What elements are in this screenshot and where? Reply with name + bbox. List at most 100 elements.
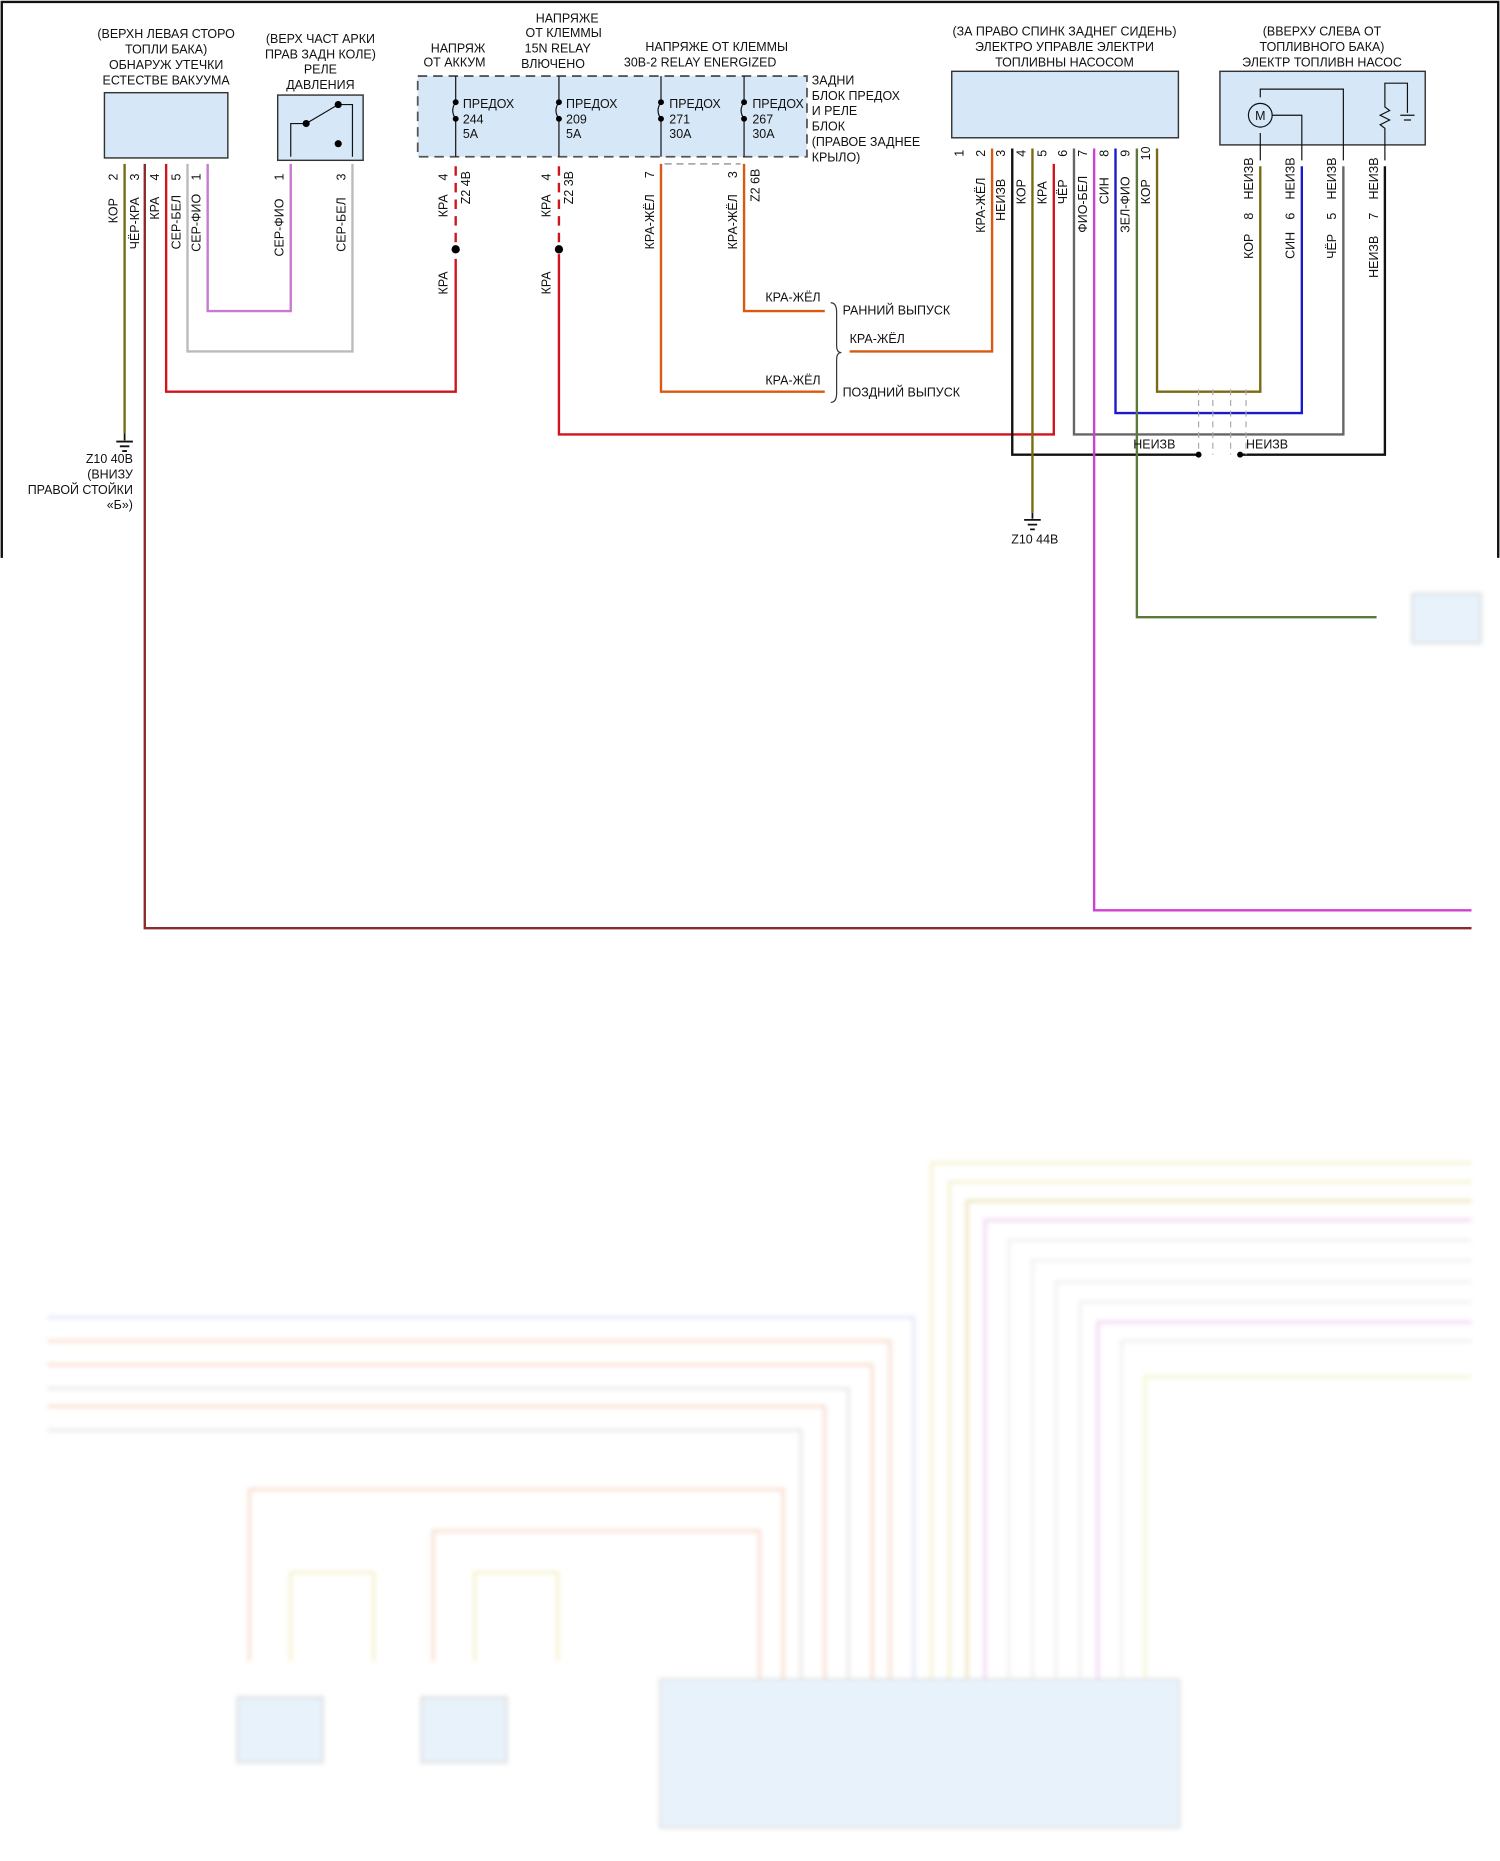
diagram-label: КРА (1036, 181, 1050, 205)
wire-ser-bel (186, 163, 354, 353)
diagram-label: 5 (1036, 150, 1050, 157)
ground-z10-40b: Z10 40B (ВНИЗУ ПРАВОЙ СТОЙКИ «Б») (28, 433, 133, 512)
diagram-label: СИН (1284, 232, 1298, 259)
diagram-label: ТОПЛИ БАКА) (125, 43, 207, 57)
vacuum-leak-module: (ВЕРХН ЛЕВАЯ СТОРО ТОПЛИ БАКА) ОБНАРУЖ У… (97, 27, 235, 252)
fuel-pump: (ВВЕРХУ СЛЕВА ОТ ТОПЛИВНОГО БАКА) ЭЛЕКТР… (1219, 25, 1426, 278)
diagram-label: 3 (128, 174, 142, 181)
diagram-label: СЕР-ФИО (273, 198, 287, 256)
diagram-label: НЕИЗВ (1242, 157, 1256, 199)
wire-kra-fused (454, 166, 561, 247)
diagram-label: 5A (566, 127, 582, 141)
diagram-label: 5 (1325, 213, 1339, 220)
diagram-label: 2 (106, 174, 120, 181)
frame (0, 0, 1500, 558)
diagram-label: КРА (436, 271, 450, 295)
diagram-label: (ВВЕРХУ СЛЕВА ОТ (1263, 25, 1382, 39)
wire-kor-10 (1155, 148, 1262, 393)
shield (1197, 389, 1247, 455)
diagram-label: 6 (1284, 213, 1298, 220)
diagram-label: 30A (752, 127, 775, 141)
diagram-label: ПРЕДОХ (463, 97, 515, 111)
diagram-label: НЕИЗВ (994, 179, 1008, 221)
diagram-label: 5 (169, 174, 183, 181)
diagram-label: ОТ АККУМ (424, 56, 486, 70)
diagram-label: НЕИЗВ (1325, 157, 1339, 199)
fuse-icon (452, 99, 748, 122)
wire-ser-fio (206, 163, 292, 313)
diagram-label: ПРЕДОХ (752, 97, 804, 111)
diagram-label: 209 (566, 113, 587, 127)
diagram-label: Z2 4B (459, 171, 473, 204)
diagram-label: РЕЛЕ (304, 63, 337, 77)
diagram-label: 4 (148, 174, 162, 181)
diagram-label: (ВЕРХ ЧАСТ АРКИ (266, 32, 375, 46)
diagram-label: ЭЛЕКТР ТОПЛИВН НАСОС (1242, 56, 1402, 70)
resistor-icon (1378, 82, 1409, 161)
wire-kra (164, 163, 457, 393)
diagram-label: КОР (1242, 234, 1256, 259)
diagram-label: КРА-ЖЁЛ (974, 178, 988, 233)
diagram-label: НЕИЗВ (1133, 438, 1175, 452)
fuel-pump-control-module: (ЗА ПРАВО СПИНК ЗАДНЕГ СИДЕНЬ) ЭЛЕКТРО У… (951, 25, 1180, 233)
diagram-label: КРА (148, 196, 162, 220)
diagram-label: РАННИЙ ВЫПУСК (843, 303, 951, 318)
diagram-label: КРА-ЖЁЛ (726, 194, 740, 249)
diagram-label: ПРАВ ЗАДН КОЛЕ) (265, 47, 376, 61)
diagram-label: СЕР-БЕЛ (334, 197, 348, 251)
diagram-label: ПРАВОЙ СТОЙКИ (28, 482, 133, 497)
diagram-label: КРЫЛО) (812, 151, 861, 165)
diagram-label: 8 (1097, 150, 1111, 157)
wire-neizv-7 (1240, 166, 1387, 456)
diagram-label: КРА (436, 194, 450, 218)
diagram-label: 10 (1139, 146, 1153, 160)
wire-zel-fio-9 (1135, 148, 1377, 619)
diagram-label: 4 (436, 173, 450, 180)
diagram-label: КОР (106, 198, 120, 223)
diagram-label: ТОПЛИВНОГО БАКА) (1260, 40, 1385, 54)
diagram-label: Z2 3B (562, 171, 576, 204)
diagram-label: 271 (669, 113, 690, 127)
diagram-label: КРА (540, 194, 554, 218)
diagram-label: СЕР-БЕЛ (169, 195, 183, 249)
wire-kra-15n (557, 163, 1055, 436)
rear-fuse-relay-block: НАПРЯЖ ОТ АККУМ НАПРЯЖЕ ОТ КЛЕММЫ 15N RE… (416, 12, 921, 295)
wire-kra-zhel-early (742, 163, 825, 313)
diagram-label: 7 (1076, 150, 1090, 157)
motor-icon (1247, 102, 1273, 128)
blurred-lower-section (47, 592, 1482, 1829)
diagram-label: 30A (669, 127, 692, 141)
wire-cher-6 (1072, 148, 1345, 436)
diagram-label: ФИО-БЕЛ (1076, 176, 1090, 233)
diagram-label: НЕИЗВ (1284, 157, 1298, 199)
diagram-label: 6 (1056, 150, 1070, 157)
diagram-label: ЧЁР-КРА (128, 197, 142, 250)
ground-icon (1400, 114, 1415, 121)
diagram-label: ОБНАРУЖ УТЕЧКИ (109, 58, 223, 72)
diagram-label: ЧЁР (1056, 179, 1070, 204)
diagram-label: 7 (1367, 213, 1381, 220)
diagram-label: КОР (1014, 179, 1028, 204)
ground-z10-44b: Z10 44B (1011, 512, 1058, 547)
wire-kra-zhel-late (659, 163, 825, 393)
diagram-label: БЛОК (812, 120, 846, 134)
brace (830, 302, 842, 404)
diagram-label: КРА (540, 271, 554, 295)
diagram-label: 3 (334, 173, 348, 180)
diagram-label: 5A (463, 127, 479, 141)
diagram-label: (ПРАВОЕ ЗАДНЕЕ (812, 135, 921, 149)
diagram-label: 1 (273, 174, 287, 181)
diagram-label: ОТ КЛЕММЫ (526, 26, 602, 40)
diagram-label: НЕИЗВ (1246, 438, 1288, 452)
diagram-label: НАПРЯЖ (431, 41, 486, 55)
diagram-label: 3 (994, 150, 1008, 157)
diagram-label: БЛОК ПРЕДОХ (812, 89, 901, 103)
diagram-label: ЗАДНИ (812, 73, 855, 87)
diagram-label: КРА-ЖЁЛ (850, 332, 905, 346)
diagram-label: КРА-ЖЁЛ (765, 374, 820, 388)
diagram-label: 2 (974, 150, 988, 157)
diagram-label: Z10 44B (1011, 533, 1058, 547)
diagram-label: 9 (1119, 150, 1133, 157)
diagram-label: НАПРЯЖЕ ОТ КЛЕММЫ (645, 40, 788, 54)
